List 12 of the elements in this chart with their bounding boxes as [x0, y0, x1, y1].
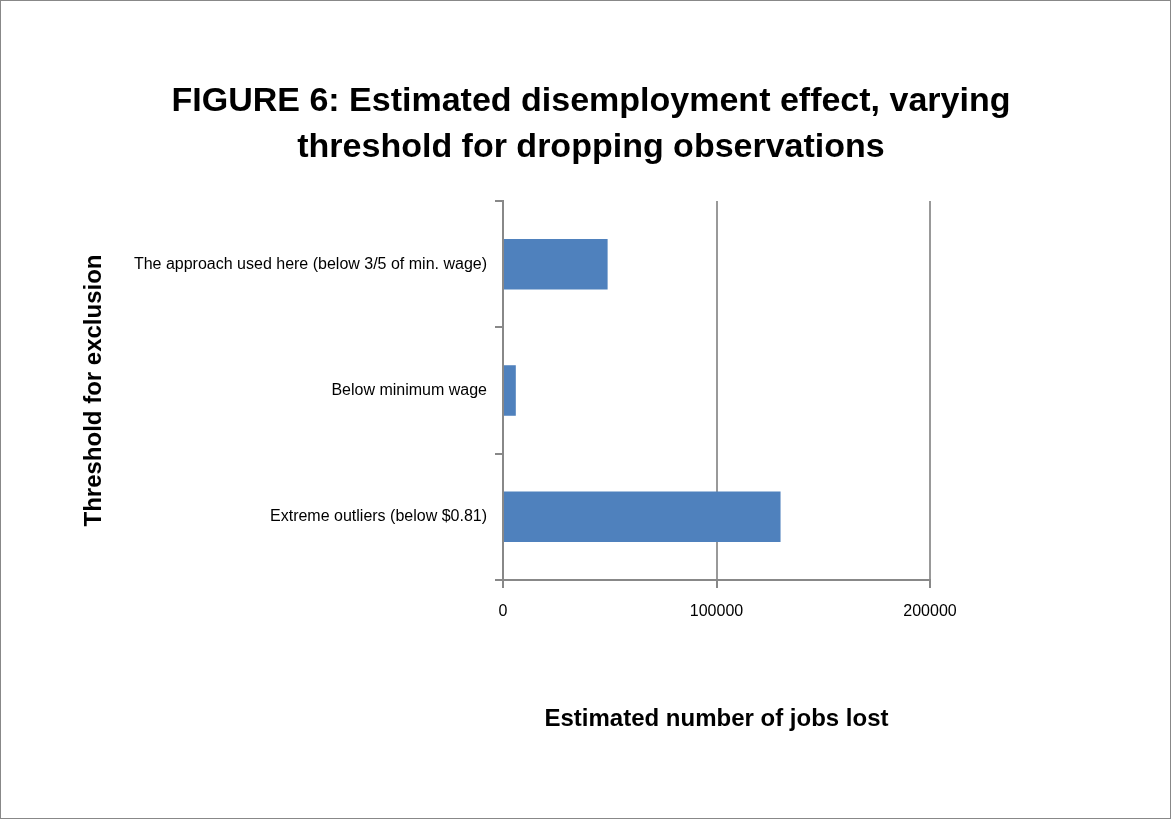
bar	[504, 365, 516, 416]
y-tick-label: Extreme outliers (below $0.81)	[270, 507, 487, 525]
x-tick-label: 100000	[689, 602, 744, 620]
y-axis-title: Threshold for exclusion	[79, 254, 107, 527]
bar	[504, 491, 781, 543]
x-tick-label: 0	[498, 602, 508, 620]
x-axis-title: Estimated number of jobs lost	[544, 704, 889, 732]
bar	[504, 238, 608, 290]
chart-title: FIGURE 6: Estimated disemployment effect, varying threshold for dropping observations	[170, 79, 1012, 166]
x-tick-label: 200000	[903, 602, 957, 620]
y-tick-label: Below minimum wage	[331, 380, 488, 398]
y-tick-label: The approach used here (below 3/5 of min. wage)	[133, 254, 487, 272]
